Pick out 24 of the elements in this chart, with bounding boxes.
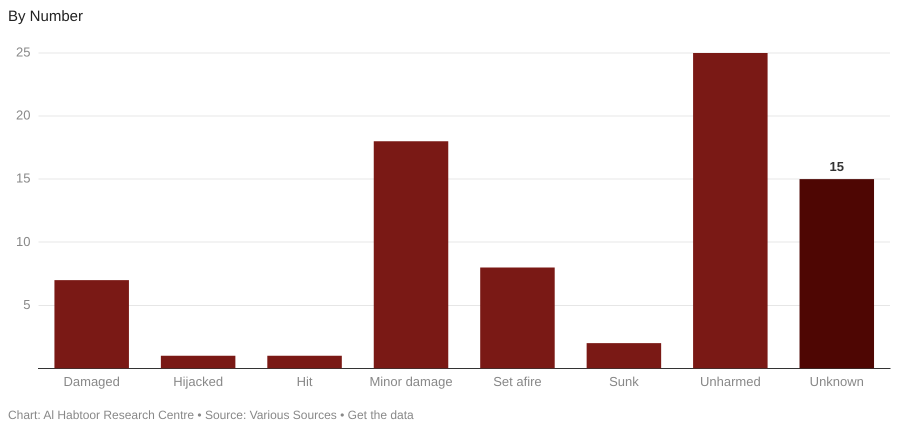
bar: [693, 53, 768, 368]
x-tick-label: Hit: [296, 374, 313, 389]
bar: [480, 267, 555, 368]
x-tick-label: Unharmed: [700, 374, 761, 389]
y-tick-label: 15: [16, 170, 30, 186]
bar: [586, 343, 662, 368]
x-tick-label: Set afire: [493, 374, 542, 389]
text: Chart: Al Habtoor Research Centre • Source: Various Sources • Get the data: [8, 408, 415, 422]
x-tick-label: Minor damage: [369, 374, 453, 389]
chart-title: By Number: [8, 8, 84, 25]
x-tick-label: Hijacked: [173, 374, 224, 389]
bar: [374, 141, 448, 368]
y-tick-label: 25: [16, 44, 30, 60]
x-tick-label: Sunk: [609, 374, 640, 389]
data-label: 15: [830, 159, 844, 174]
bar: [800, 179, 874, 368]
bar: [160, 356, 236, 368]
y-tick-label: 10: [16, 234, 30, 249]
x-tick-label: Unknown: [810, 374, 864, 389]
y-tick-label: 20: [16, 108, 30, 123]
bar: [267, 356, 342, 368]
x-tick-label: Damaged: [63, 374, 120, 389]
bar: [54, 280, 129, 368]
y-tick-label: 5: [23, 296, 30, 312]
